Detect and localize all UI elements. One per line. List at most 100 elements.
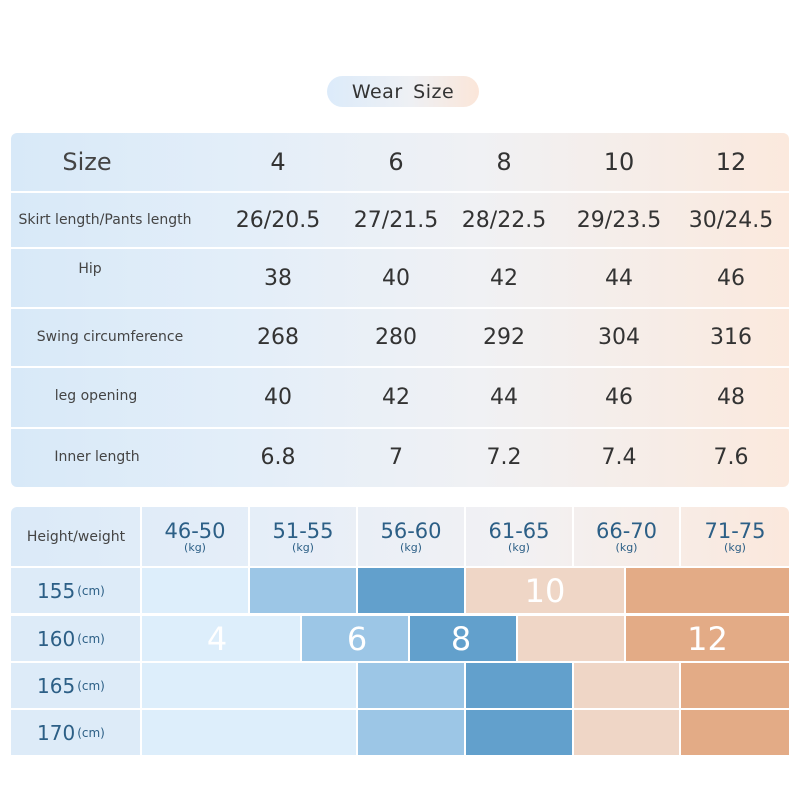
weight-range: 66-70 — [595, 518, 658, 543]
weight-unit: (kg) — [508, 540, 530, 554]
table-cell: 7 — [389, 444, 403, 470]
table-cell: 29/23.5 — [576, 207, 662, 233]
fit-table-header: Height/weight 46-50 (kg) 51-55 (kg) 56-6… — [11, 507, 789, 566]
table-cell: 40 — [264, 385, 292, 410]
size-10-cell — [574, 710, 679, 755]
table-cell: 292 — [483, 325, 525, 350]
table-cell: 42 — [382, 385, 410, 410]
height-unit: (cm) — [77, 583, 105, 598]
size-8-cell — [358, 568, 464, 613]
table-cell: 268 — [257, 325, 299, 350]
weight-range: 61-65 — [488, 518, 550, 543]
height-row-label: 165 (cm) — [11, 663, 140, 708]
row-divider — [11, 307, 789, 309]
size-12-label: 12 — [687, 619, 728, 658]
table-cell: 46 — [605, 385, 633, 410]
size-column-header: 8 — [496, 148, 512, 176]
weight-column-header: 56-60 (kg) — [358, 507, 464, 566]
column-divider — [572, 507, 574, 566]
size-4-cell — [142, 663, 356, 708]
size-6-cell — [358, 710, 464, 755]
size-12-cell — [626, 568, 789, 613]
table-cell: 7.2 — [486, 444, 522, 470]
table-cell: 44 — [490, 385, 518, 410]
row-label-inner-length: Inner length — [54, 449, 140, 465]
table-cell: 38 — [264, 265, 292, 291]
size-4-cell — [142, 568, 248, 613]
size-8-label: 8 — [450, 619, 472, 658]
column-divider — [248, 507, 250, 566]
weight-range: 56-60 — [380, 518, 442, 543]
size-8-cell — [410, 616, 516, 661]
height-unit: (cm) — [77, 725, 105, 740]
size-table: Size 4 6 8 10 12 Skirt length/Pants leng… — [11, 133, 789, 487]
weight-unit: (kg) — [615, 540, 638, 554]
weight-column-header: 46-50 (kg) — [142, 507, 248, 566]
row-divider — [11, 191, 789, 193]
size-10-cell — [574, 663, 679, 708]
row-divider — [11, 427, 789, 429]
height-unit: (cm) — [77, 678, 105, 693]
size-column-header: 6 — [388, 148, 404, 176]
size-12-cell — [681, 663, 789, 708]
table-cell: 7.4 — [601, 444, 637, 470]
table-cell: 316 — [710, 325, 752, 350]
table-cell: 27/21.5 — [353, 207, 439, 233]
column-divider — [679, 507, 681, 566]
table-cell: 26/20.5 — [235, 207, 321, 233]
column-divider — [464, 507, 466, 566]
column-divider — [140, 507, 142, 566]
size-10-cell — [518, 616, 624, 661]
section-title: Wear Size — [351, 80, 455, 103]
row-divider — [11, 366, 789, 368]
weight-column-header: 51-55 (kg) — [250, 507, 356, 566]
size-12-cell — [681, 710, 789, 755]
size-8-cell — [466, 663, 572, 708]
row-label-hip: Hip — [78, 261, 102, 277]
weight-unit: (kg) — [724, 540, 746, 554]
size-10-label: 10 — [524, 571, 566, 610]
size-6-cell — [302, 616, 408, 661]
column-divider — [356, 507, 358, 566]
row-divider — [11, 247, 789, 249]
table-cell: 6.8 — [260, 444, 296, 470]
height-row-label: 155 (cm) — [11, 568, 140, 613]
weight-unit: (kg) — [400, 540, 422, 554]
size-column-header: 12 — [715, 148, 747, 176]
table-cell: 40 — [382, 265, 410, 291]
weight-column-header: 61-65 (kg) — [466, 507, 572, 566]
weight-column-header: 66-70 (kg) — [574, 507, 679, 566]
table-cell: 280 — [375, 325, 417, 350]
weight-range: 46-50 — [164, 518, 226, 543]
weight-unit: (kg) — [184, 540, 206, 554]
size-8-cell — [466, 710, 572, 755]
size-header-label: Size — [62, 148, 112, 176]
table-cell: 42 — [490, 265, 518, 291]
height-weight-label: Height/weight — [26, 528, 126, 545]
size-4-label: 4 — [206, 619, 228, 658]
row-label-leg-opening: leg opening — [54, 388, 138, 404]
weight-column-header: 71-75 (kg) — [681, 507, 789, 566]
weight-range: 51-55 — [272, 518, 334, 543]
size-column-header: 10 — [603, 148, 635, 176]
table-cell: 48 — [717, 385, 745, 410]
table-cell: 44 — [605, 265, 633, 291]
table-cell: 30/24.5 — [688, 207, 774, 233]
height-value: 160 — [37, 626, 76, 651]
height-unit: (cm) — [77, 631, 105, 646]
weight-unit: (kg) — [292, 540, 314, 554]
height-value: 170 — [37, 720, 76, 745]
height-value: 165 — [37, 673, 76, 698]
size-6-cell — [358, 663, 464, 708]
size-column-header: 4 — [270, 148, 286, 176]
row-label-swing-circumference: Swing circumference — [36, 329, 184, 345]
weight-range: 71-75 — [704, 518, 766, 543]
row-label-skirt-length: Skirt length/Pants length — [18, 212, 192, 228]
size-10-cell — [466, 568, 624, 613]
size-4-cell — [142, 710, 356, 755]
size-6-label: 6 — [346, 619, 368, 658]
section-title-pill: Wear Size — [327, 76, 479, 107]
size-4-cell — [142, 616, 300, 661]
table-cell: 28/22.5 — [461, 207, 547, 233]
size-12-cell — [626, 616, 789, 661]
